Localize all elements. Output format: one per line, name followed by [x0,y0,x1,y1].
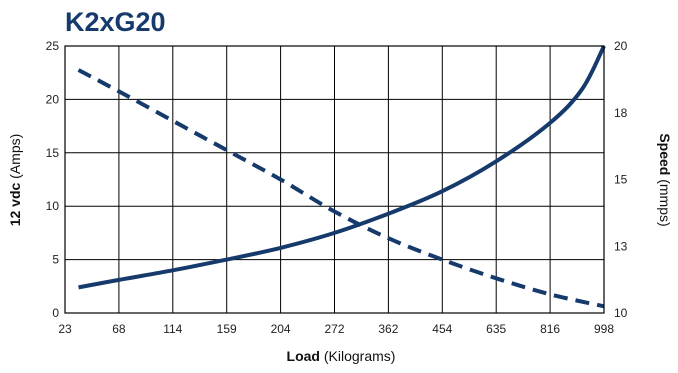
y-left-tick-label: 0 [52,306,59,320]
y-left-axis-label-bold: 12 vdc [7,182,23,226]
y-left-tick-label: 20 [46,92,60,106]
series-line-current [78,45,606,290]
y-left-tick-labels: 0 5 10 15 20 25 [46,39,60,320]
y-left-tick-label: 15 [46,146,60,160]
x-tick-label: 68 [112,322,126,336]
y-left-axis-label-rest: (Amps) [7,134,23,183]
x-tick-label: 114 [163,322,182,336]
x-tick-label: 23 [58,322,72,336]
y-right-axis-label: Speed (mmps) [657,133,673,226]
y-left-tick-label: 25 [46,39,60,53]
x-tick-label: 454 [432,322,452,336]
x-tick-label: 159 [217,322,237,336]
x-tick-label: 204 [271,322,291,336]
y-left-axis-label: 12 vdc (Amps) [7,134,23,227]
chart-title: K2xG20 [65,7,166,37]
x-tick-label: 816 [540,322,560,336]
y-right-axis-label-rest: (mmps) [657,175,673,226]
y-right-tick-label: 13 [614,239,628,253]
y-right-tick-label: 10 [614,306,628,320]
x-tick-label: 635 [486,322,506,336]
x-axis-label: Load (Kilograms) [287,348,396,364]
y-right-tick-label: 18 [614,106,628,120]
y-left-tick-label: 10 [46,199,60,213]
x-axis-label-bold: Load [287,348,320,364]
y-right-tick-label: 15 [614,173,628,187]
series-lines [77,45,606,309]
y-right-tick-label: 20 [614,39,628,53]
y-left-tick-label: 5 [52,253,59,267]
y-right-axis-label-bold: Speed [657,133,673,175]
x-tick-label: 272 [324,322,344,336]
x-tick-labels: 23 68 114 159 204 272 362 454 635 816 998 [58,322,614,336]
plot-frame [64,45,605,314]
series-line-speed [77,68,605,309]
y-right-tick-labels: 10 13 15 18 20 [614,39,628,320]
x-axis-label-rest: (Kilograms) [320,348,395,364]
x-tick-label: 362 [378,322,398,336]
x-tick-label: 998 [594,322,614,336]
grid-lines [65,46,604,313]
